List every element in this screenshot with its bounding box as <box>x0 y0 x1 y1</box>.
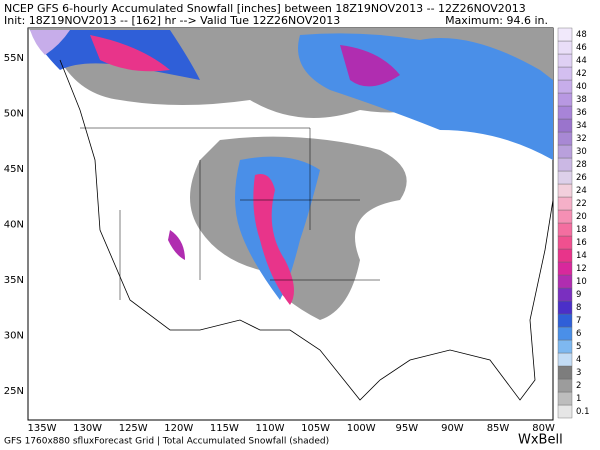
colorbar-label: 20 <box>576 212 587 222</box>
colorbar-label: 34 <box>576 121 587 131</box>
colorbar-label: 9 <box>576 290 581 300</box>
colorbar-label: 12 <box>576 264 587 274</box>
colorbar-label: 14 <box>576 251 587 261</box>
colorbar-swatch <box>557 222 573 237</box>
colorbar-label: 26 <box>576 173 587 183</box>
colorbar-label: 7 <box>576 316 581 326</box>
lat-label: 35N <box>4 275 24 286</box>
lon-label: 105W <box>301 423 330 434</box>
lat-label: 55N <box>4 53 24 64</box>
lat-labels: 55N 50N 45N 40N 35N 30N 25N <box>4 53 24 397</box>
colorbar-swatch <box>557 352 573 367</box>
colorbar-swatch <box>557 92 573 107</box>
colorbar-swatch <box>557 378 573 393</box>
colorbar-swatch <box>557 144 573 159</box>
colorbar-swatch <box>557 365 573 380</box>
colorbar-swatch <box>557 209 573 224</box>
snow-purple-sw <box>168 230 185 260</box>
colorbar-label: 30 <box>576 147 587 157</box>
lon-label: 95W <box>395 423 418 434</box>
colorbar-label: 22 <box>576 199 587 209</box>
lon-label: 110W <box>256 423 285 434</box>
colorbar-swatch <box>557 40 573 55</box>
colorbar-swatch <box>557 313 573 328</box>
colorbar-label: 28 <box>576 160 587 170</box>
colorbar-label: 18 <box>576 225 587 235</box>
lat-label: 30N <box>4 331 24 342</box>
colorbar: 0.11234567891012141618202224262830323436… <box>557 27 590 419</box>
colorbar-swatch <box>557 391 573 406</box>
lat-label: 50N <box>4 109 24 120</box>
colorbar-swatch <box>557 274 573 289</box>
colorbar-swatch <box>557 79 573 94</box>
colorbar-swatch <box>557 131 573 146</box>
header-line1: NCEP GFS 6-hourly Accumulated Snowfall [… <box>4 2 526 15</box>
footer-logo: WxBell <box>518 433 563 448</box>
lon-label: 130W <box>73 423 102 434</box>
colorbar-swatch <box>557 339 573 354</box>
colorbar-label: 38 <box>576 95 587 105</box>
colorbar-label: 36 <box>576 108 587 118</box>
snow-pink-west <box>253 174 294 305</box>
colorbar-label: 32 <box>576 134 587 144</box>
header-maximum: Maximum: 94.6 in. <box>445 14 548 27</box>
colorbar-label: 48 <box>576 30 587 40</box>
snow-lavender <box>30 30 70 55</box>
colorbar-swatch <box>557 196 573 211</box>
lat-label: 25N <box>4 386 24 397</box>
colorbar-swatch <box>557 300 573 315</box>
colorbar-swatch <box>557 105 573 120</box>
colorbar-swatch <box>557 27 573 42</box>
colorbar-label: 24 <box>576 186 587 196</box>
colorbar-swatch <box>557 157 573 172</box>
lon-label: 90W <box>441 423 464 434</box>
lon-label: 100W <box>347 423 376 434</box>
colorbar-label: 1 <box>576 394 581 404</box>
colorbar-swatch <box>557 404 573 419</box>
colorbar-label: 3 <box>576 368 581 378</box>
colorbar-swatch <box>557 235 573 250</box>
lat-label: 40N <box>4 220 24 231</box>
colorbar-label: 0.1 <box>576 407 590 417</box>
colorbar-swatch <box>557 183 573 198</box>
colorbar-swatch <box>557 118 573 133</box>
lon-label: 80W <box>532 423 555 434</box>
colorbar-swatch <box>557 66 573 81</box>
colorbar-swatch <box>557 287 573 302</box>
header-line2: Init: 18Z19NOV2013 -- [162] hr --> Valid… <box>4 14 340 27</box>
lon-label: 125W <box>119 423 148 434</box>
lon-label: 85W <box>487 423 510 434</box>
lon-labels: 135W 130W 125W 120W 115W 110W 105W 100W 95W 90W 85… <box>28 423 556 434</box>
colorbar-label: 42 <box>576 69 587 79</box>
coastline <box>59 59 554 401</box>
colorbar-swatch <box>557 261 573 276</box>
footer-text: GFS 1760x880 sfluxForecast Grid | Total … <box>4 437 329 447</box>
lat-label: 45N <box>4 164 24 175</box>
map-area <box>27 27 554 421</box>
colorbar-label: 6 <box>576 329 581 339</box>
colorbar-label: 44 <box>576 56 587 66</box>
colorbar-label: 40 <box>576 82 587 92</box>
colorbar-label: 5 <box>576 342 581 352</box>
colorbar-swatch <box>557 53 573 68</box>
colorbar-label: 10 <box>576 277 587 287</box>
colorbar-label: 2 <box>576 381 581 391</box>
colorbar-swatch <box>557 326 573 341</box>
colorbar-label: 16 <box>576 238 587 248</box>
lon-label: 135W <box>28 423 57 434</box>
colorbar-swatch <box>557 248 573 263</box>
lon-label: 120W <box>164 423 193 434</box>
colorbar-label: 8 <box>576 303 581 313</box>
colorbar-label: 46 <box>576 43 587 53</box>
snow-pink-nw <box>90 35 170 72</box>
colorbar-swatch <box>557 170 573 185</box>
snow-purple <box>340 45 400 87</box>
colorbar-label: 4 <box>576 355 581 365</box>
borders <box>80 127 380 300</box>
lon-label: 115W <box>210 423 239 434</box>
